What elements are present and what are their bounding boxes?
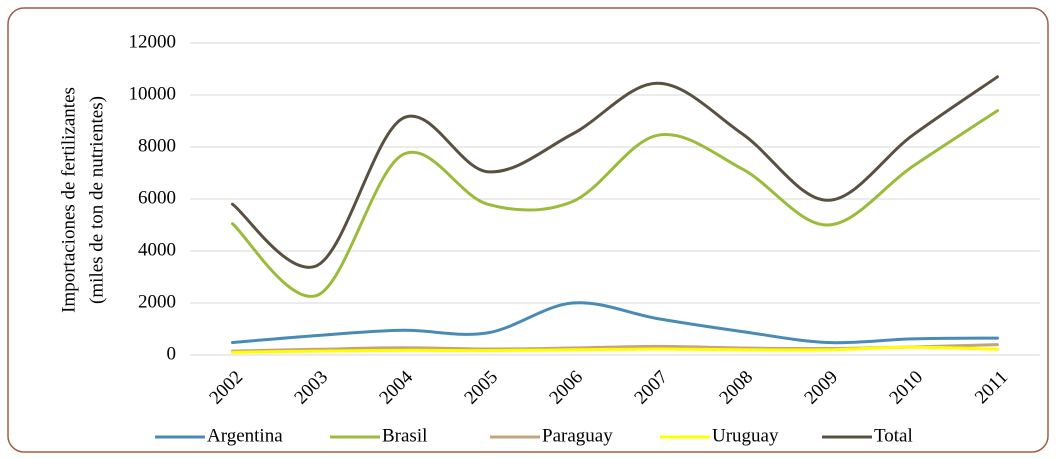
legend-label: Brasil — [382, 425, 427, 446]
chart-frame — [7, 7, 1049, 453]
y-tick-label: 4000 — [138, 239, 176, 260]
line-series — [231, 75, 999, 269]
y-tick-label: 2000 — [138, 291, 176, 312]
y-axis-label: Importaciones de fertilizantes — [58, 87, 79, 313]
line-series — [231, 109, 999, 298]
y-tick-label: 12000 — [129, 31, 177, 52]
y-tick-label: 0 — [167, 343, 177, 364]
legend-label: Total — [874, 425, 913, 446]
y-axis-label: (miles de ton de nutrientes) — [86, 96, 107, 304]
legend-label: Argentina — [207, 425, 283, 446]
y-tick-label: 10000 — [129, 83, 177, 104]
y-tick-label: 6000 — [138, 187, 176, 208]
legend-label: Uruguay — [712, 425, 779, 446]
line-series — [231, 301, 999, 345]
y-tick-label: 8000 — [138, 135, 176, 156]
legend-label: Paraguay — [542, 425, 613, 446]
line-series — [231, 345, 999, 354]
